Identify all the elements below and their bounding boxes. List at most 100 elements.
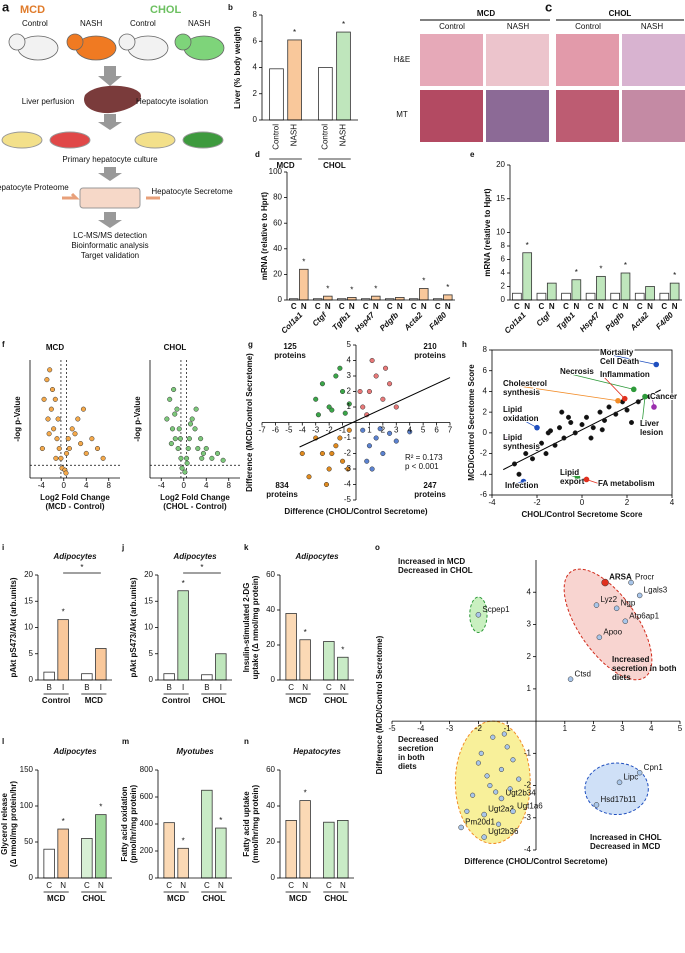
x-tick-label: -5	[285, 426, 293, 435]
data-point	[364, 458, 370, 464]
callout-label: Lipid	[503, 405, 522, 414]
y-tick-label: 5	[347, 340, 352, 349]
x-tick-label: B	[166, 683, 171, 692]
y-tick-label: 1	[527, 684, 532, 693]
x-tick-label: 2	[625, 498, 630, 507]
data-point	[493, 789, 499, 795]
panel-label: i	[2, 543, 4, 552]
data-point	[511, 461, 518, 467]
step-label: Primary hepatocyte culture	[62, 155, 158, 164]
data-point	[63, 470, 69, 476]
significance: *	[624, 261, 627, 270]
cluster-label: in both	[398, 753, 425, 762]
series-label: N	[573, 302, 579, 311]
data-point	[369, 357, 375, 364]
panel-label: o	[375, 543, 380, 552]
bar	[337, 820, 349, 879]
y-tick-label: 4	[501, 268, 506, 277]
x-tick-label: Control	[272, 124, 281, 150]
data-point	[601, 578, 609, 587]
y-tick-label: 10	[144, 623, 153, 632]
x-tick-label: NASH	[339, 124, 348, 146]
series-label: C	[411, 302, 417, 311]
panel-label: n	[244, 737, 249, 746]
x-tick-label: N	[302, 683, 308, 692]
panel-label: b	[228, 3, 233, 12]
x-axis-label: Log2 Fold Change	[160, 493, 230, 502]
arrow	[98, 167, 122, 181]
data-point	[484, 773, 490, 779]
point-label: Ugt2a3	[488, 805, 514, 814]
significance: *	[446, 283, 449, 292]
data-point	[478, 750, 484, 756]
chart-title: Myotubes	[176, 747, 214, 756]
bar	[215, 827, 227, 879]
y-tick-label: 150	[20, 765, 34, 774]
x-tick-label: B	[46, 683, 51, 692]
chart-title: Adipocytes	[294, 552, 339, 561]
data-point	[529, 456, 536, 462]
y-tick-label: -3	[344, 464, 352, 473]
bar	[163, 822, 175, 879]
y-tick-label: 10	[496, 228, 505, 237]
callout-label: Infection	[505, 481, 538, 490]
data-point	[306, 474, 312, 480]
group-label: MCD	[85, 696, 103, 705]
data-point	[193, 406, 199, 412]
y-tick-label: -1	[344, 433, 352, 442]
point-label: Ctsd	[575, 669, 591, 678]
data-point	[209, 455, 215, 461]
micrographs	[420, 34, 685, 142]
y-tick-label: 2	[527, 652, 532, 661]
significance: *	[302, 257, 305, 266]
data-point	[346, 401, 352, 407]
bar	[269, 68, 284, 121]
significance: *	[599, 264, 602, 273]
x-tick-label: 3	[620, 724, 625, 733]
x-tick-label: Control	[321, 124, 330, 150]
significance: *	[62, 817, 65, 826]
x-tick-label: 4	[204, 481, 209, 490]
point-label: Lipc	[624, 772, 639, 781]
y-tick-label: 0	[278, 295, 283, 304]
significance: *	[304, 789, 307, 798]
bar	[336, 31, 351, 121]
highlight-point	[574, 474, 581, 481]
y-axis-label: Fatty acid oxidation	[120, 786, 129, 861]
quadrant-label: proteins	[274, 351, 306, 360]
x-tick-label: -6	[272, 426, 280, 435]
series-label: C	[363, 302, 369, 311]
series-label: N	[373, 302, 379, 311]
y-tick-label: 15	[496, 194, 505, 203]
condition-label: Control	[22, 19, 48, 28]
panel-label: h	[462, 340, 467, 349]
x-tick-label: 4	[84, 481, 89, 490]
step-label: Liver perfusion	[22, 97, 74, 106]
data-point	[319, 450, 325, 457]
y-tick-label: 5	[29, 649, 34, 658]
significance: *	[293, 28, 296, 37]
y-tick-label: 4	[347, 356, 352, 365]
series-label: C	[539, 302, 545, 311]
data-point	[360, 427, 366, 433]
data-point	[52, 396, 58, 402]
bar	[285, 820, 297, 879]
data-point	[588, 435, 594, 441]
x-tick-label: N	[340, 881, 346, 890]
data-point	[357, 388, 363, 395]
y-tick-label: -1	[524, 748, 532, 757]
highlight-point	[642, 393, 648, 400]
y-tick-label: 4	[253, 63, 258, 72]
callout-label: Lipid	[560, 468, 579, 477]
x-tick-label: C	[288, 881, 294, 890]
data-point	[498, 766, 504, 772]
highlight-point	[621, 395, 628, 402]
data-point	[319, 381, 325, 387]
panel-label: f	[2, 340, 5, 349]
highlight-point	[615, 397, 621, 404]
y-tick-label: -4	[480, 469, 488, 478]
series-label: C	[637, 302, 643, 311]
bar	[669, 282, 680, 301]
